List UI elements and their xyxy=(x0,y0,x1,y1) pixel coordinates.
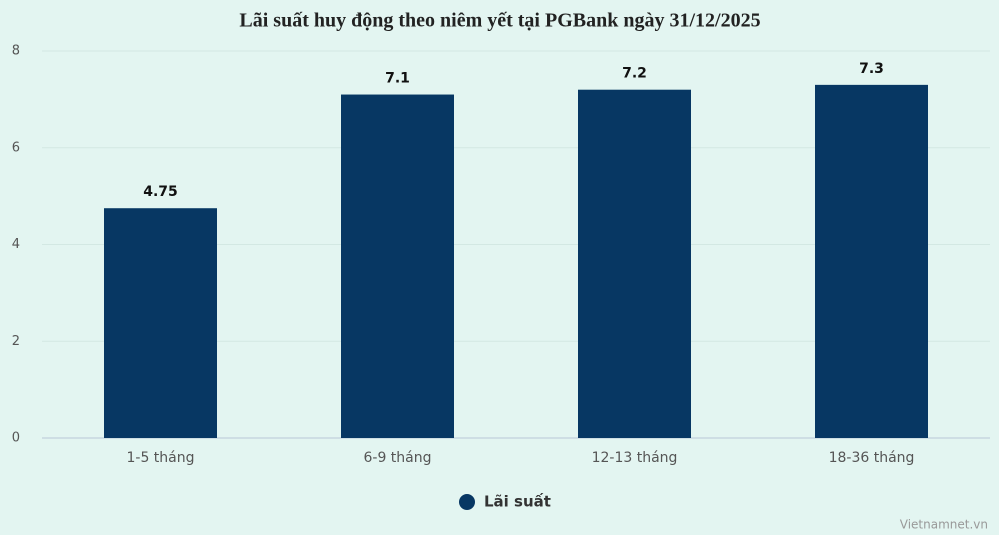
y-tick-label: 2 xyxy=(12,334,20,349)
y-tick-label: 8 xyxy=(12,44,20,59)
bar xyxy=(104,208,217,438)
x-tick-label: 1-5 tháng xyxy=(126,450,194,466)
x-tick-label: 12-13 tháng xyxy=(592,450,678,466)
y-tick-label: 0 xyxy=(12,431,20,446)
legend-label: Lãi suất xyxy=(484,493,551,511)
bar xyxy=(578,89,691,438)
x-tick-label: 6-9 tháng xyxy=(363,450,431,466)
x-tick-label: 18-36 tháng xyxy=(829,450,915,466)
data-label: 4.75 xyxy=(143,184,178,200)
data-label: 7.1 xyxy=(385,71,410,87)
y-tick-label: 6 xyxy=(12,140,20,155)
y-tick-label: 4 xyxy=(12,237,20,252)
bar xyxy=(341,94,454,438)
credit: Vietnamnet.vn xyxy=(900,518,988,532)
bar xyxy=(815,84,928,439)
data-label: 7.2 xyxy=(622,66,647,82)
chart-title: Lãi suất huy động theo niêm yết tại PGBa… xyxy=(239,10,760,32)
legend-marker xyxy=(459,494,475,510)
data-label: 7.3 xyxy=(859,61,884,77)
